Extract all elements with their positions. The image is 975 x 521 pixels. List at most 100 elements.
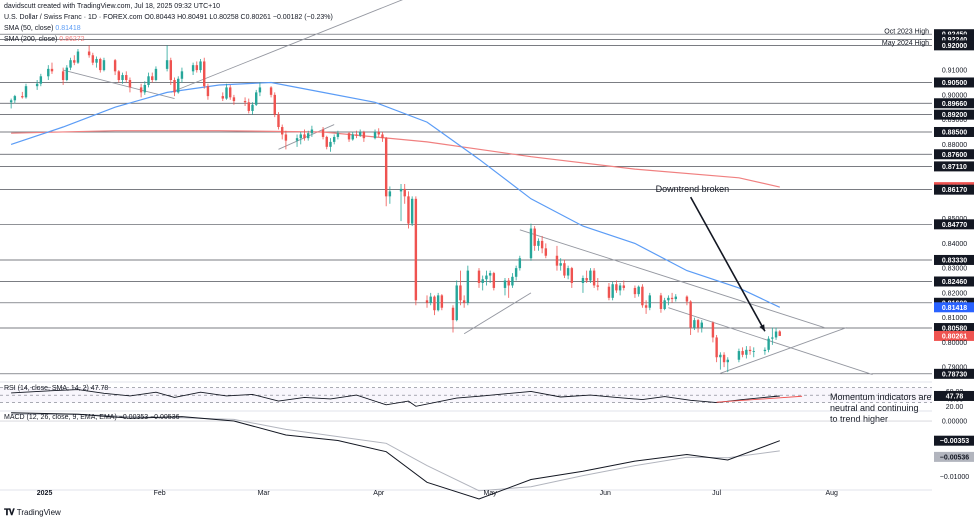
candle-down — [748, 349, 752, 352]
sma200-legend[interactable]: SMA (200, close) 0.86272 — [4, 36, 85, 43]
candle-up — [488, 273, 492, 276]
candle-up — [65, 67, 69, 81]
candle-up — [180, 71, 184, 79]
price-tick-label: 0.82000 — [942, 290, 967, 297]
candle-down — [284, 134, 288, 141]
symbol-legend[interactable]: U.S. Dollar / Swiss Franc · 1D · FOREX.c… — [4, 14, 333, 21]
macd-tick-label: 0.00000 — [942, 419, 967, 426]
candle-up — [121, 75, 124, 81]
candle-up — [147, 76, 150, 85]
candle-down — [87, 51, 91, 56]
candle-down — [433, 296, 436, 311]
signal-value-label: −0.00536 — [940, 454, 969, 461]
macd-value-label: −0.00353 — [940, 438, 969, 445]
price-tick-label: 0.91000 — [942, 68, 967, 75]
price-badge — [934, 323, 974, 334]
price-tick-label: 0.80000 — [942, 340, 967, 347]
candle-down — [50, 68, 54, 72]
candle-up — [154, 68, 158, 81]
sma50-value: 0.81418 — [55, 25, 81, 32]
candle-up — [69, 60, 72, 68]
candle-up — [191, 65, 195, 72]
ohlc-values: O0.80443 H0.80491 L0.80258 C0.80261 −0.0… — [144, 14, 333, 21]
candle-up — [674, 296, 677, 300]
candle-up — [102, 60, 106, 71]
price-badge — [934, 161, 974, 172]
time-tick-label: Aug — [826, 490, 839, 497]
candle-up — [771, 337, 774, 339]
candle-up — [388, 191, 392, 197]
level-label: May 2024 High — [882, 40, 929, 47]
candle-down — [540, 240, 544, 249]
candle-down — [533, 228, 536, 246]
candle-down — [622, 285, 626, 288]
candle-up — [455, 285, 458, 321]
candle-down — [381, 134, 384, 139]
candle-up — [581, 278, 585, 283]
candle-down — [243, 101, 247, 103]
candle-down — [689, 301, 692, 328]
candle-up — [199, 61, 202, 71]
candle-down — [221, 96, 224, 99]
candle-down — [462, 300, 466, 303]
candle-down — [696, 320, 700, 328]
candle-up — [529, 228, 533, 259]
candle-down — [21, 96, 24, 98]
tradingview-brand[interactable]: 𝐓𝐕 TradingView — [4, 507, 61, 518]
candle-up — [225, 87, 228, 99]
trendlines — [63, 0, 873, 376]
time-tick-label: 2025 — [37, 490, 53, 497]
candle-down — [128, 80, 132, 88]
candle-up — [481, 279, 484, 283]
brand-text: TradingView — [16, 508, 61, 517]
macd-value-badge — [934, 435, 974, 446]
candle-down — [169, 60, 173, 81]
price-badge — [934, 276, 974, 287]
candle-down — [659, 295, 663, 309]
candle-up — [177, 78, 180, 93]
price-badge — [934, 34, 974, 45]
sma200-line — [11, 130, 780, 188]
sma50-legend[interactable]: SMA (50, close) 0.81418 — [4, 25, 81, 32]
price-tick-label: 0.89200 — [942, 112, 967, 119]
price-tick-label: 0.80580 — [942, 326, 967, 333]
candle-down — [377, 131, 380, 135]
candle-up — [165, 60, 169, 69]
rsi-pane: RSI (14, close, SMA, 14, 2) 47.78 Momentu… — [0, 385, 932, 424]
candle-up — [399, 188, 403, 192]
price-tick-label: 0.81418 — [942, 305, 967, 312]
candle-down — [425, 300, 429, 303]
price-tick-label: 0.83330 — [942, 257, 967, 264]
price-tick-label: 0.87600 — [942, 152, 967, 159]
price-tick-label: 0.83000 — [942, 266, 967, 273]
rsi-annotation: Momentum indicators are neutral and conti… — [830, 392, 932, 424]
candle-up — [299, 134, 302, 139]
candle-up — [752, 351, 755, 352]
candle-up — [95, 58, 98, 63]
macd-tick-label: −0.01000 — [940, 474, 969, 481]
trendline — [170, 0, 403, 93]
candle-up — [767, 338, 770, 350]
trendline — [519, 229, 825, 328]
candle-down — [477, 270, 481, 283]
candle-up — [295, 138, 299, 141]
candle-up — [774, 331, 778, 338]
candle-down — [99, 58, 102, 71]
moving-averages — [10, 81, 781, 308]
price-axis[interactable]: 0.924500.922400.920000.910000.905000.900… — [933, 0, 975, 521]
candle-up — [485, 275, 488, 280]
candle-down — [633, 287, 637, 295]
price-tick-label: 0.88000 — [942, 142, 967, 149]
candle-down — [195, 65, 199, 71]
time-tick-label: Apr — [373, 490, 385, 497]
candle-down — [778, 331, 781, 336]
candle-up — [373, 131, 377, 139]
candle-down — [451, 307, 455, 321]
candle-up — [611, 284, 614, 298]
candle-down — [206, 86, 210, 97]
time-axis[interactable]: 2025 Feb Mar Apr May Jun Jul Aug — [37, 490, 838, 497]
time-tick-label: Mar — [258, 490, 271, 497]
rsi-tick-label: 20.00 — [946, 404, 964, 411]
candle-up — [667, 297, 670, 301]
price-tick-label: 0.90000 — [942, 92, 967, 99]
